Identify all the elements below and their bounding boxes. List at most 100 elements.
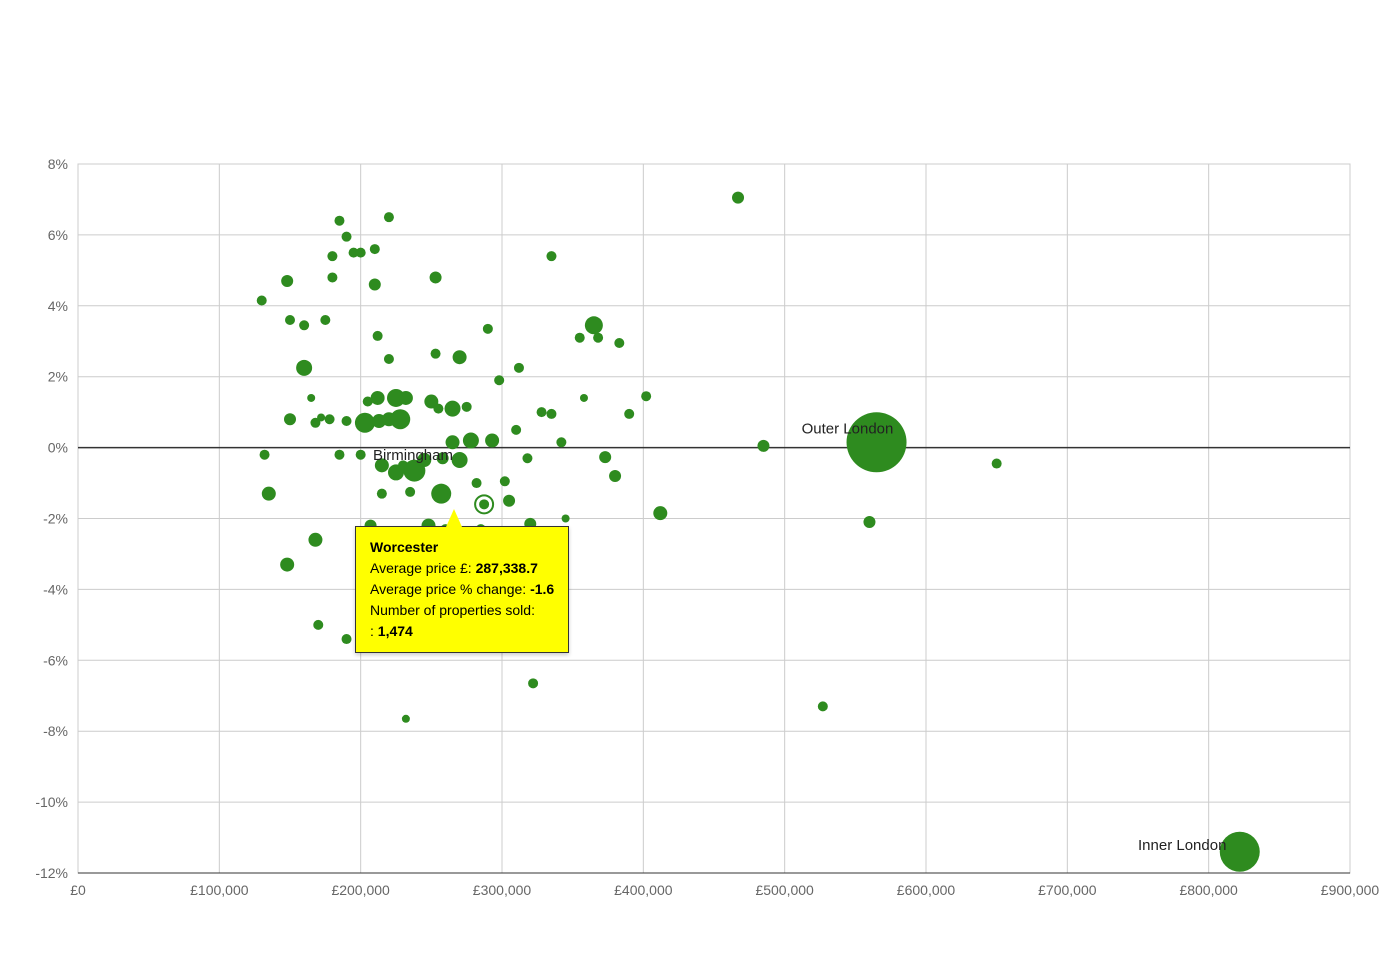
- data-point[interactable]: [355, 413, 375, 433]
- data-point[interactable]: [390, 409, 410, 429]
- data-point[interactable]: [476, 524, 486, 534]
- data-point[interactable]: [327, 251, 337, 261]
- chart-container: £0£100,000£200,000£300,000£400,000£500,0…: [20, 20, 1370, 960]
- data-point[interactable]: [453, 350, 467, 364]
- data-point[interactable]: [653, 506, 667, 520]
- data-point[interactable]: [430, 271, 442, 283]
- data-point[interactable]: [257, 295, 267, 305]
- svg-text:£0: £0: [70, 882, 86, 898]
- data-point[interactable]: [334, 216, 344, 226]
- data-point[interactable]: [284, 413, 296, 425]
- svg-text:-4%: -4%: [43, 581, 68, 597]
- svg-text:£700,000: £700,000: [1038, 882, 1097, 898]
- svg-text:-12%: -12%: [35, 865, 68, 881]
- data-point[interactable]: [296, 360, 312, 376]
- data-point[interactable]: [585, 316, 603, 334]
- data-point[interactable]: [562, 515, 570, 523]
- data-point[interactable]: [327, 272, 337, 282]
- data-point[interactable]: [522, 453, 532, 463]
- data-point[interactable]: [365, 520, 377, 532]
- svg-text:-2%: -2%: [43, 511, 68, 527]
- svg-text:6%: 6%: [48, 227, 68, 243]
- data-point[interactable]: [472, 478, 482, 488]
- svg-text:£100,000: £100,000: [190, 882, 249, 898]
- data-point[interactable]: [342, 634, 352, 644]
- data-point[interactable]: [732, 192, 744, 204]
- data-point[interactable]: [818, 701, 828, 711]
- data-point[interactable]: [377, 489, 387, 499]
- data-point[interactable]: [624, 409, 634, 419]
- data-point[interactable]: [342, 232, 352, 242]
- data-point[interactable]: [431, 349, 441, 359]
- data-point[interactable]: [262, 487, 276, 501]
- data-point[interactable]: [580, 394, 588, 402]
- annotation-label: Outer London: [802, 420, 894, 437]
- data-point[interactable]: [334, 450, 344, 460]
- data-point[interactable]: [575, 333, 585, 343]
- data-point[interactable]: [285, 315, 295, 325]
- data-point[interactable]: [356, 450, 366, 460]
- svg-text:-10%: -10%: [35, 794, 68, 810]
- data-point[interactable]: [317, 413, 325, 421]
- data-point[interactable]: [363, 630, 373, 640]
- data-point[interactable]: [511, 425, 521, 435]
- data-point[interactable]: [483, 324, 493, 334]
- data-point[interactable]: [299, 320, 309, 330]
- data-point[interactable]: [514, 363, 524, 373]
- svg-text:£300,000: £300,000: [473, 882, 532, 898]
- data-point[interactable]: [462, 402, 472, 412]
- data-point[interactable]: [452, 452, 468, 468]
- bubble-chart: £0£100,000£200,000£300,000£400,000£500,0…: [20, 20, 1390, 960]
- data-point[interactable]: [384, 354, 394, 364]
- data-point[interactable]: [260, 450, 270, 460]
- data-point[interactable]: [445, 401, 461, 417]
- data-point[interactable]: [440, 524, 450, 534]
- data-point[interactable]: [369, 279, 381, 291]
- data-point[interactable]: [399, 391, 413, 405]
- data-point[interactable]: [641, 391, 651, 401]
- data-point[interactable]: [463, 433, 479, 449]
- data-point[interactable]: [356, 248, 366, 258]
- data-point[interactable]: [313, 620, 323, 630]
- data-point[interactable]: [431, 484, 451, 504]
- svg-text:8%: 8%: [48, 156, 68, 172]
- data-point[interactable]: [556, 437, 566, 447]
- data-point[interactable]: [546, 251, 556, 261]
- data-point[interactable]: [992, 459, 1002, 469]
- data-point[interactable]: [280, 558, 294, 572]
- data-point[interactable]: [281, 275, 293, 287]
- data-point[interactable]: [402, 715, 410, 723]
- data-point[interactable]: [433, 404, 443, 414]
- data-point[interactable]: [503, 495, 515, 507]
- data-point[interactable]: [371, 391, 385, 405]
- data-point[interactable]: [546, 409, 556, 419]
- highlighted-point[interactable]: [479, 499, 489, 509]
- data-point[interactable]: [863, 516, 875, 528]
- annotation-label: Birmingham: [373, 447, 453, 464]
- data-point[interactable]: [384, 212, 394, 222]
- data-point[interactable]: [422, 519, 436, 533]
- svg-text:£600,000: £600,000: [897, 882, 956, 898]
- data-point[interactable]: [342, 416, 352, 426]
- svg-text:-8%: -8%: [43, 723, 68, 739]
- data-point[interactable]: [599, 451, 611, 463]
- data-point[interactable]: [593, 333, 603, 343]
- data-point[interactable]: [537, 407, 547, 417]
- data-point[interactable]: [757, 440, 769, 452]
- data-point[interactable]: [325, 414, 335, 424]
- data-point[interactable]: [308, 533, 322, 547]
- data-point[interactable]: [307, 394, 315, 402]
- data-point[interactable]: [494, 375, 504, 385]
- svg-text:-6%: -6%: [43, 652, 68, 668]
- data-point[interactable]: [524, 518, 536, 530]
- data-point[interactable]: [528, 678, 538, 688]
- data-point[interactable]: [500, 476, 510, 486]
- data-point[interactable]: [485, 434, 499, 448]
- data-point[interactable]: [373, 331, 383, 341]
- data-point[interactable]: [614, 338, 624, 348]
- data-point[interactable]: [392, 628, 400, 636]
- data-point[interactable]: [370, 244, 380, 254]
- data-point[interactable]: [405, 487, 415, 497]
- data-point[interactable]: [320, 315, 330, 325]
- data-point[interactable]: [609, 470, 621, 482]
